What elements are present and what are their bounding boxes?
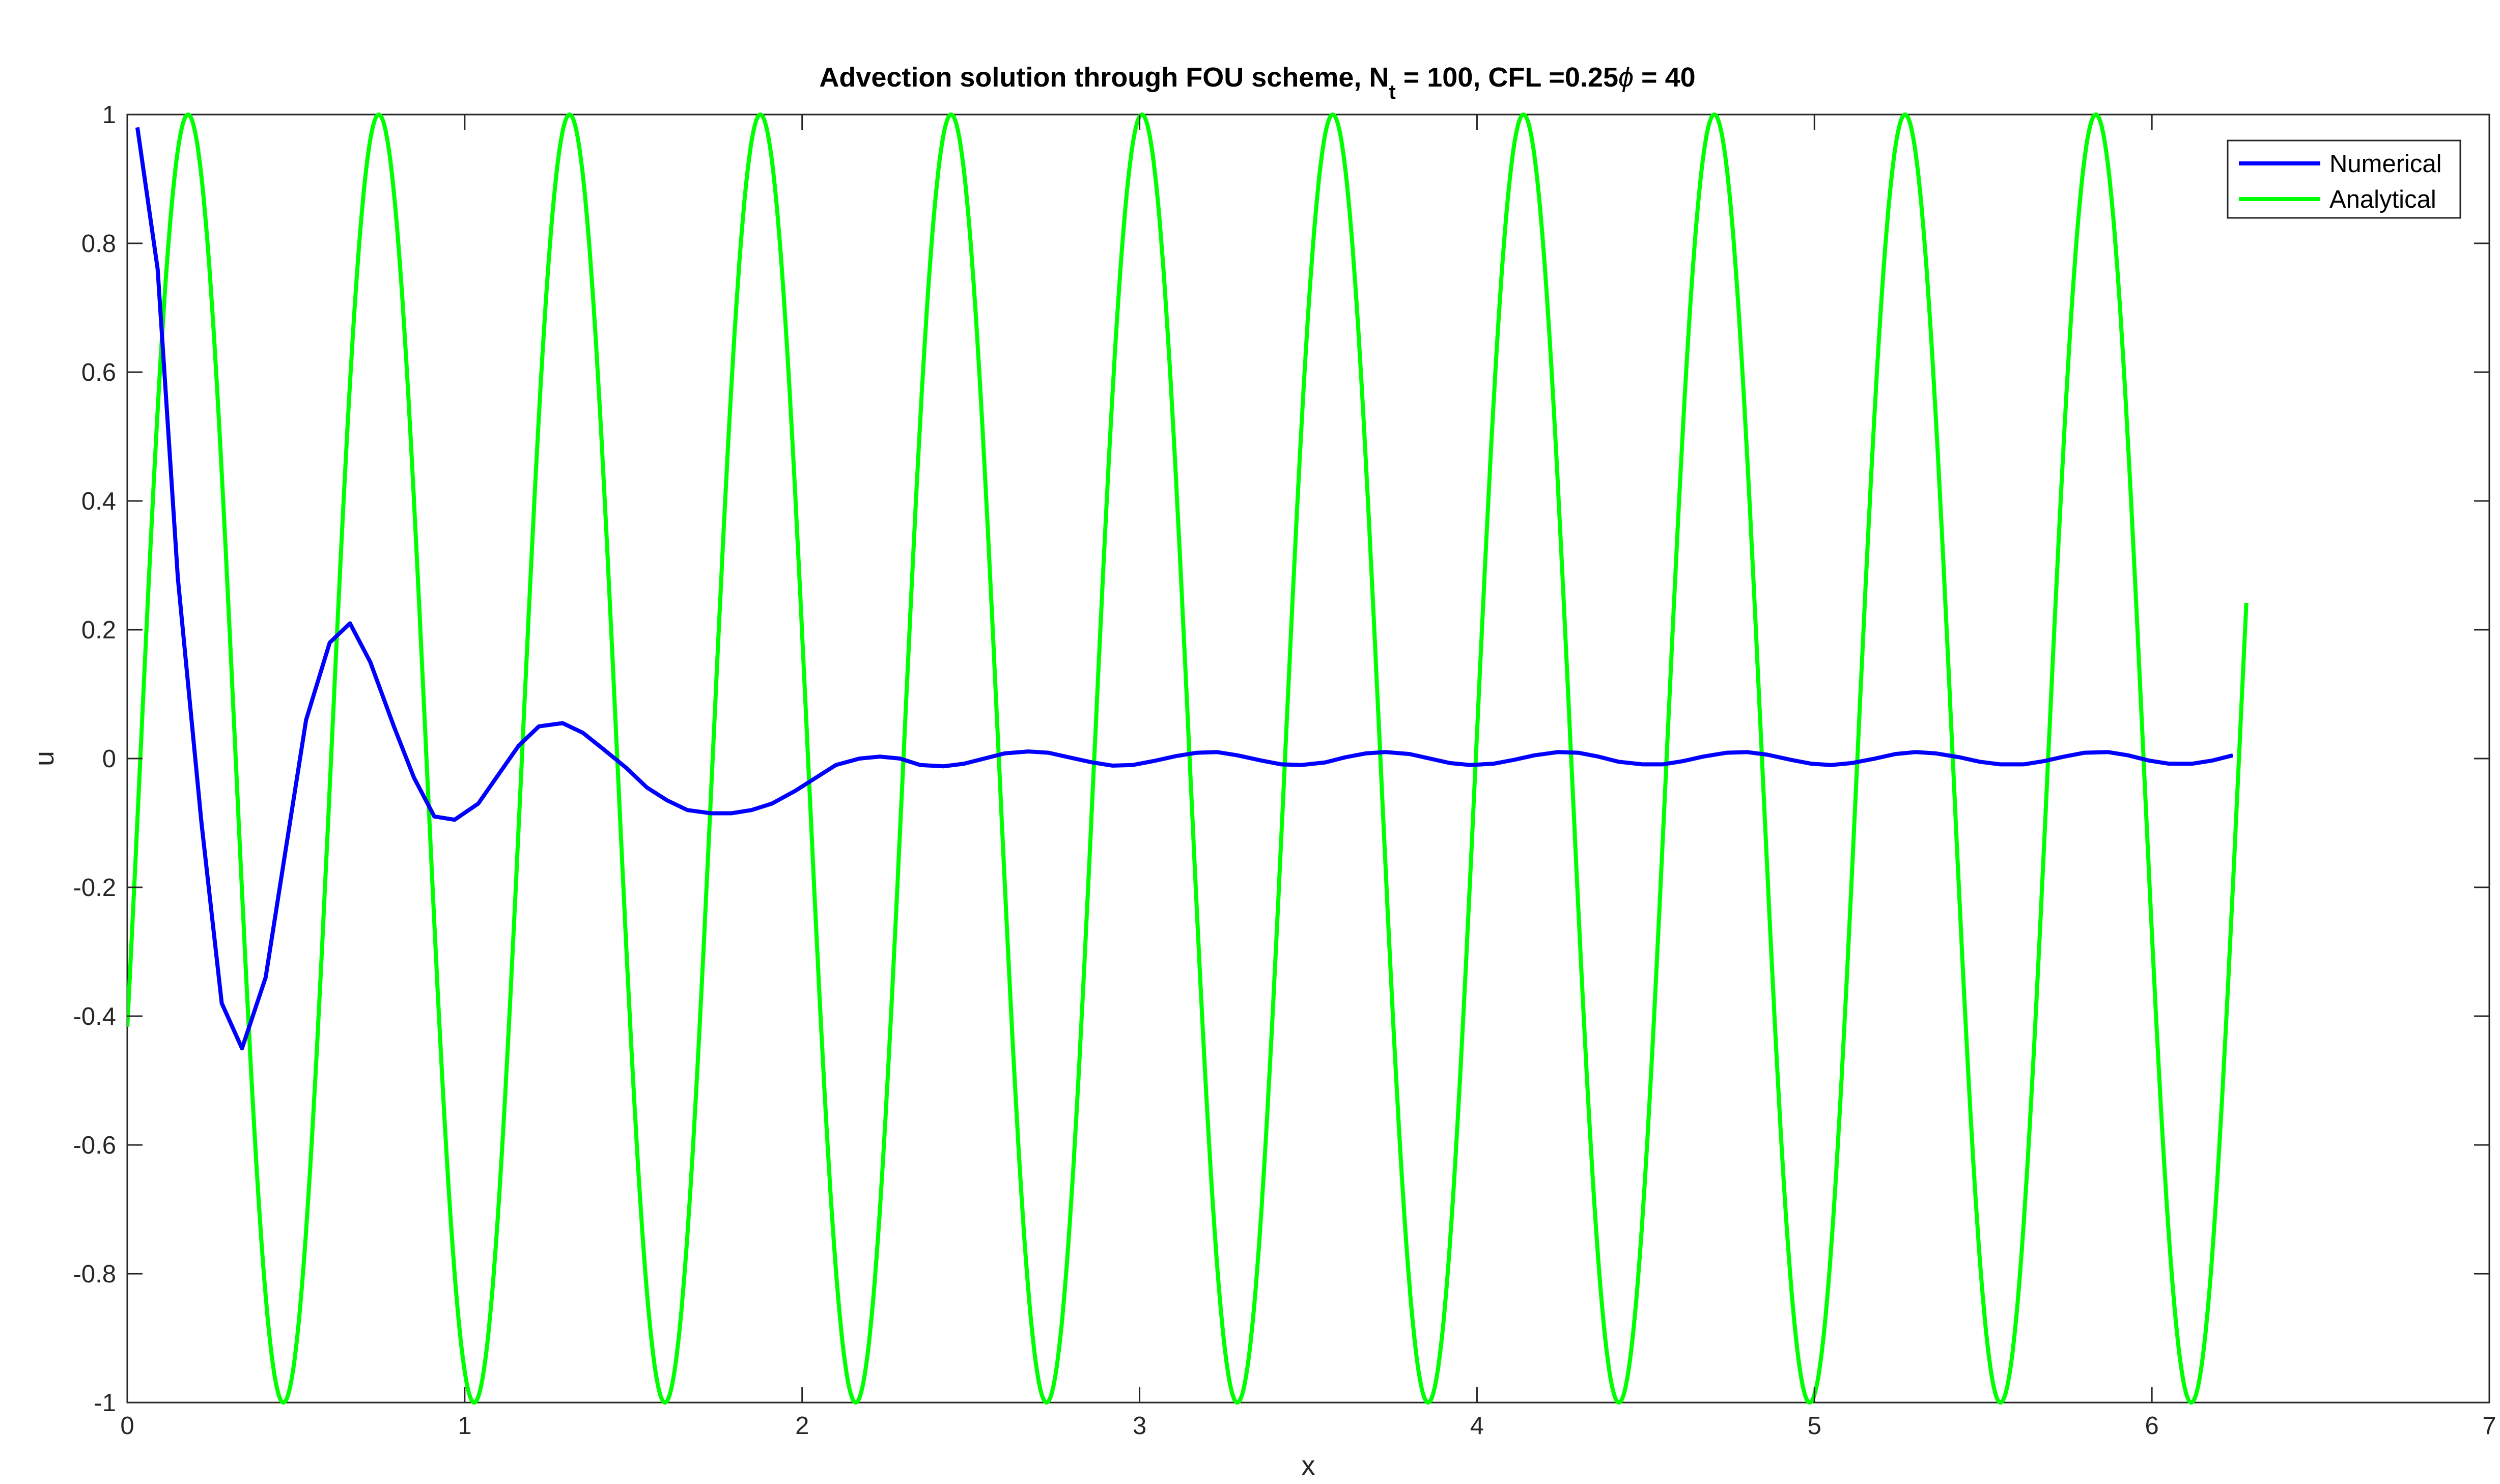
x-tick-label: 7 bbox=[2482, 1412, 2496, 1440]
y-tick-label: 0 bbox=[102, 745, 116, 773]
legend-label: Numerical bbox=[2329, 150, 2442, 178]
ticks-layer: 0 1 2 3 4 5 6 7 -1 -0.8 -0.6 -0.4 -0.2 0 0.2 0.4 0.6 0.8 1 bbox=[73, 101, 2496, 1440]
x-tick-label: 1 bbox=[458, 1412, 471, 1440]
title-subscript: t bbox=[1389, 81, 1395, 103]
legend: Numerical Analytical bbox=[2227, 139, 2461, 219]
x-tick-label: 0 bbox=[120, 1412, 134, 1440]
x-tick-label: 5 bbox=[1808, 1412, 1821, 1440]
y-tick-label: -0.8 bbox=[73, 1261, 116, 1288]
y-tick-label: 1 bbox=[102, 101, 116, 129]
x-tick-label: 3 bbox=[1133, 1412, 1146, 1440]
chart-title: Advection solution through FOU scheme, N… bbox=[819, 62, 1695, 103]
title-main: Advection solution through FOU scheme, N bbox=[819, 62, 1389, 93]
y-tick-label: 0.8 bbox=[81, 230, 116, 258]
y-tick-label: -0.2 bbox=[73, 874, 116, 902]
series-layer bbox=[127, 113, 2249, 1405]
series-line-analytical bbox=[127, 113, 2249, 1405]
x-tick-label: 4 bbox=[1470, 1412, 1484, 1440]
y-tick-label: 0.2 bbox=[81, 617, 116, 644]
title-cfl: = 100, CFL =0.25 bbox=[1396, 62, 1618, 93]
legend-box bbox=[2227, 139, 2461, 219]
y-tick-label: 0.6 bbox=[81, 359, 116, 386]
y-tick-label: -1 bbox=[94, 1389, 116, 1417]
x-axis-label: x bbox=[1302, 1450, 1315, 1481]
plot-area: 0 1 2 3 4 5 6 7 -1 -0.8 -0.6 -0.4 -0.2 0 0.2 0.4 0.6 0.8 1 bbox=[73, 101, 2496, 1440]
x-tick-label: 6 bbox=[2145, 1412, 2159, 1440]
y-axis-label: u bbox=[29, 751, 60, 766]
y-tick-label: 0.4 bbox=[81, 488, 116, 515]
title-phi: ϕ bbox=[1618, 62, 1634, 93]
y-tick-label: -0.6 bbox=[73, 1132, 116, 1159]
title-phi-value: = 40 bbox=[1634, 62, 1696, 93]
x-tick-label: 2 bbox=[795, 1412, 809, 1440]
series-line-numerical bbox=[135, 127, 2234, 1051]
y-tick-label: -0.4 bbox=[73, 1003, 116, 1030]
legend-label: Analytical bbox=[2329, 186, 2436, 213]
